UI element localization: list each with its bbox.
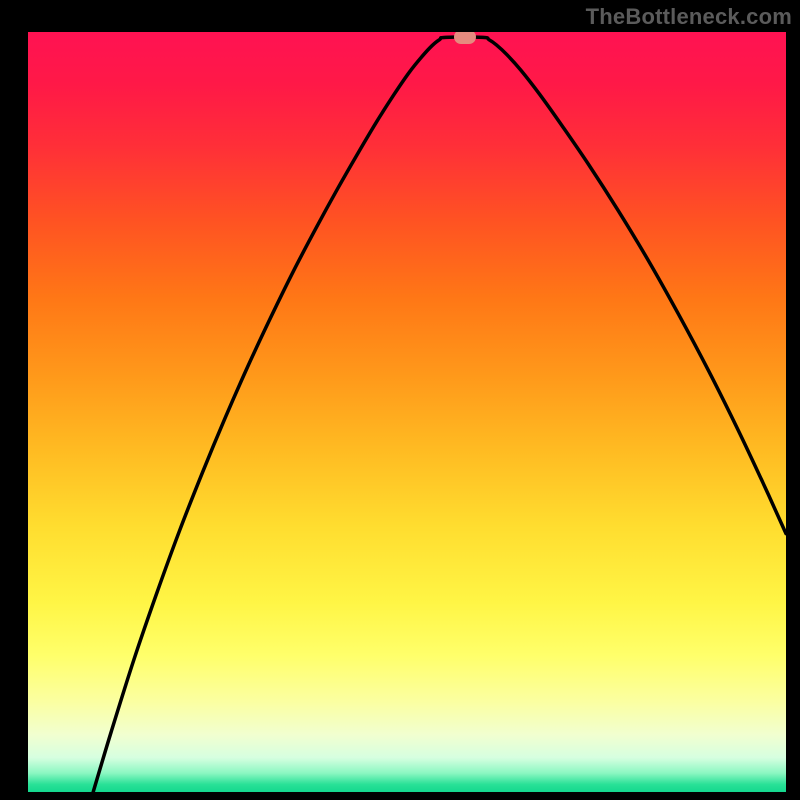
watermark-text: TheBottleneck.com: [586, 4, 792, 30]
chart-container: TheBottleneck.com: [0, 0, 800, 800]
gradient-background: [28, 32, 786, 792]
minimum-marker: [454, 32, 476, 44]
plot-area: [28, 32, 786, 792]
